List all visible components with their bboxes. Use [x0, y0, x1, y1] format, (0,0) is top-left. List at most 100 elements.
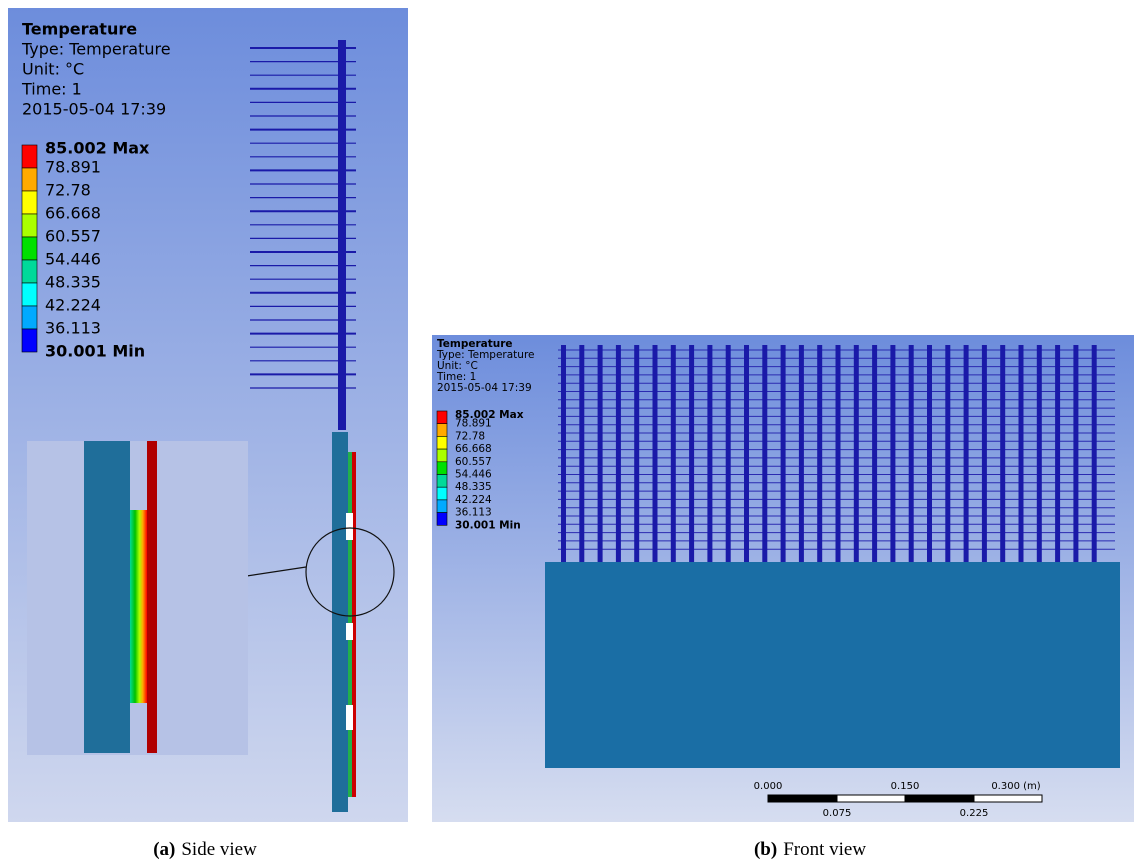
gap	[346, 623, 353, 640]
caption: (a) Side view	[153, 839, 257, 860]
base	[545, 562, 1120, 768]
fin	[781, 345, 786, 562]
fin	[707, 345, 712, 562]
scale-label: 0.300 (m)	[991, 781, 1040, 792]
header-type: Type: Temperature	[21, 40, 171, 59]
header-date: 2015-05-04 17:39	[22, 100, 166, 119]
legend-label: 30.001 Min	[45, 342, 145, 361]
fin	[616, 345, 621, 562]
fin	[964, 345, 969, 562]
fin	[1037, 345, 1042, 562]
scale-label: 0.225	[960, 808, 989, 819]
legend-swatch	[22, 260, 37, 283]
fin	[726, 345, 731, 562]
inset-heater	[147, 441, 157, 753]
scale-label: 0.075	[823, 808, 852, 819]
fin	[799, 345, 804, 562]
base	[332, 432, 348, 812]
legend-label: 54.446	[45, 250, 101, 269]
header-date: 2015-05-04 17:39	[437, 382, 532, 394]
legend-swatch	[22, 191, 37, 214]
legend-label: 72.78	[455, 430, 485, 442]
legend-label: 48.335	[455, 481, 492, 493]
legend-swatch	[22, 168, 37, 191]
fin	[854, 345, 859, 562]
legend-label: 36.113	[455, 507, 492, 519]
fin	[689, 345, 694, 562]
legend-label: 36.113	[45, 319, 101, 338]
scale-label: 0.150	[891, 781, 920, 792]
legend-swatch	[437, 424, 447, 437]
legend-swatch	[22, 306, 37, 329]
legend-swatch	[437, 411, 447, 424]
scale-segment	[768, 795, 837, 802]
scale-segment	[905, 795, 974, 802]
legend-swatch	[437, 475, 447, 488]
header-title: Temperature	[22, 20, 137, 39]
legend-swatch	[22, 329, 37, 352]
legend-label: 85.002 Max	[45, 139, 150, 158]
legend-label: 60.557	[45, 227, 101, 246]
caption-label: (a)	[153, 839, 175, 860]
fin	[561, 345, 566, 562]
fin	[1019, 345, 1024, 562]
fin	[671, 345, 676, 562]
fin	[872, 345, 877, 562]
fin	[598, 345, 603, 562]
gap	[346, 705, 353, 730]
caption-label: (b)	[754, 839, 777, 860]
legend-label: 66.668	[45, 204, 101, 223]
legend-label: 30.001 Min	[455, 519, 521, 531]
fin	[1073, 345, 1078, 562]
caption-text: Side view	[181, 839, 257, 860]
legend-label: 78.891	[45, 158, 101, 177]
legend-label: 42.224	[45, 296, 101, 315]
fin	[945, 345, 950, 562]
caption: (b) Front view	[754, 839, 866, 860]
fin	[836, 345, 841, 562]
legend-swatch	[437, 500, 447, 513]
header-unit: Unit: °C	[22, 60, 84, 79]
legend-swatch	[437, 436, 447, 449]
fin	[1092, 345, 1097, 562]
fin	[762, 345, 767, 562]
fin	[579, 345, 584, 562]
fin	[1055, 345, 1060, 562]
legend-swatch	[22, 214, 37, 237]
gap	[346, 513, 353, 540]
legend-label: 54.446	[455, 469, 492, 481]
fin	[909, 345, 914, 562]
scale-segment	[837, 795, 905, 802]
fin	[744, 345, 749, 562]
fin	[817, 345, 822, 562]
scale-label: 0.000	[754, 781, 783, 792]
fin	[982, 345, 987, 562]
inset-layer	[130, 510, 147, 703]
legend-label: 78.891	[455, 418, 492, 430]
legend-swatch	[22, 237, 37, 260]
legend-swatch	[437, 449, 447, 462]
legend-label: 42.224	[455, 494, 492, 506]
stem	[338, 40, 346, 430]
caption-text: Front view	[783, 839, 866, 860]
legend-swatch	[437, 487, 447, 500]
scale-segment	[974, 795, 1042, 802]
header-time: Time: 1	[21, 80, 82, 99]
inset-base	[84, 441, 130, 753]
fin	[890, 345, 895, 562]
fin	[927, 345, 932, 562]
fin	[1000, 345, 1005, 562]
legend-label: 72.78	[45, 181, 91, 200]
legend-swatch	[22, 145, 37, 168]
legend-swatch	[22, 283, 37, 306]
legend-label: 48.335	[45, 273, 101, 292]
fin	[634, 345, 639, 562]
figure: TemperatureType: TemperatureUnit: °CTime…	[0, 0, 1134, 862]
legend-label: 60.557	[455, 456, 492, 468]
fin	[653, 345, 658, 562]
legend-swatch	[437, 462, 447, 475]
legend-swatch	[437, 513, 447, 526]
legend-label: 66.668	[455, 443, 492, 455]
